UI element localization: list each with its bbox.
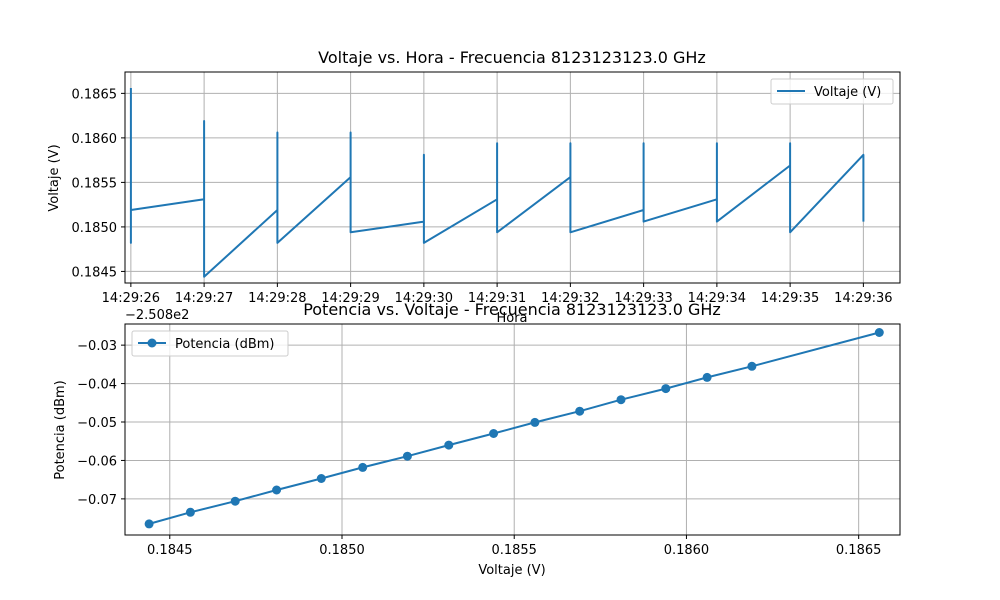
x-tick-label: 0.1860 [664, 543, 710, 558]
power-legend-marker [147, 338, 157, 348]
power-point [874, 328, 884, 337]
y-tick-label: −0.04 [77, 378, 117, 393]
power-chart-title: Potencia vs. Voltaje - Frecuencia 812312… [303, 300, 721, 319]
voltage-chart-frame [124, 71, 901, 284]
power-point [402, 451, 412, 461]
x-tick-label: 14:29:33 [614, 291, 672, 306]
y-tick-label: 0.1855 [72, 176, 118, 191]
voltage-chart: 14:29:26 14:29:27 14:29:28 14:29:29 14:29:30… [47, 48, 901, 326]
y-tick-label: 0.1860 [72, 132, 118, 147]
power-chart: 0.1845 0.1850 0.1855 0.1860 0.1865 −0.03−0.0… [53, 300, 901, 578]
x-tick-label: 14:29:35 [761, 291, 819, 306]
power-point [747, 361, 757, 371]
power-point [444, 440, 454, 450]
power-point [144, 519, 154, 529]
power-point [272, 485, 282, 495]
power-point [230, 496, 240, 506]
power-chart-legend: Potencia (dBm) [131, 330, 289, 357]
x-tick-label: 0.1865 [836, 543, 882, 558]
x-tick-label: 14:29:26 [102, 291, 160, 306]
power-legend-box [131, 330, 289, 357]
x-tick-label: 0.1845 [147, 543, 193, 558]
voltage-chart-offset-text: −2.508e2 [125, 308, 189, 323]
power-point [185, 507, 195, 517]
x-tick-label: 0.1855 [491, 543, 537, 558]
y-tick-label: 0.1850 [72, 221, 118, 236]
power-point [575, 406, 585, 416]
voltage-chart-y-label: Voltaje (V) [47, 144, 62, 211]
voltage-chart-title: Voltaje vs. Hora - Frecuencia 8123123123… [318, 48, 706, 67]
x-tick-label: 0.1850 [319, 543, 365, 558]
y-tick-label: −0.06 [77, 454, 117, 469]
y-tick-label: 0.1845 [72, 265, 118, 280]
voltage-chart-x-label: Hora [496, 311, 527, 326]
x-tick-label: 14:29:32 [541, 291, 599, 306]
x-tick-label: 14:29:29 [321, 291, 379, 306]
power-chart-y-label: Potencia (dBm) [53, 380, 68, 480]
x-tick-label: 14:29:36 [834, 291, 892, 306]
power-chart-x-label: Voltaje (V) [478, 563, 545, 578]
power-legend-label: Potencia (dBm) [175, 337, 275, 352]
voltage-line [129, 88, 865, 278]
power-chart-y-ticks: −0.03 −0.04 −0.05 −0.06 −0.07 [77, 339, 125, 508]
y-tick-label: −0.07 [77, 493, 117, 508]
power-line [148, 331, 880, 525]
power-chart-x-ticks: 0.1845 0.1850 0.1855 0.1860 0.1865 [147, 535, 881, 558]
voltage-chart-grid [125, 72, 900, 283]
voltage-chart-y-ticks: 0.1845 0.1850 0.1855 0.1860 0.1865 [72, 87, 125, 280]
power-point [530, 417, 540, 427]
power-point [489, 429, 499, 438]
voltage-series [129, 88, 865, 278]
y-tick-label: 0.1865 [72, 87, 118, 102]
power-point [702, 372, 712, 382]
power-chart-frame [124, 323, 901, 536]
voltage-legend-box [770, 78, 894, 105]
power-chart-grid [125, 324, 900, 535]
power-series [144, 328, 884, 529]
voltage-chart-x-ticks: 14:29:26 14:29:27 14:29:28 14:29:29 14:29:30… [102, 283, 893, 306]
power-point [316, 474, 326, 483]
x-tick-label: 14:29:27 [175, 291, 233, 306]
x-tick-label: 14:29:30 [395, 291, 453, 306]
power-point [358, 462, 368, 472]
x-tick-label: 14:29:31 [468, 291, 526, 306]
y-tick-label: −0.05 [77, 416, 117, 431]
voltage-chart-legend: Voltaje (V) [770, 78, 894, 105]
x-tick-label: 14:29:34 [688, 291, 746, 306]
power-point [661, 384, 671, 394]
voltage-legend-label: Voltaje (V) [814, 85, 881, 100]
x-tick-label: 14:29:28 [248, 291, 306, 306]
y-tick-label: −0.03 [77, 339, 117, 354]
power-point [616, 395, 626, 405]
